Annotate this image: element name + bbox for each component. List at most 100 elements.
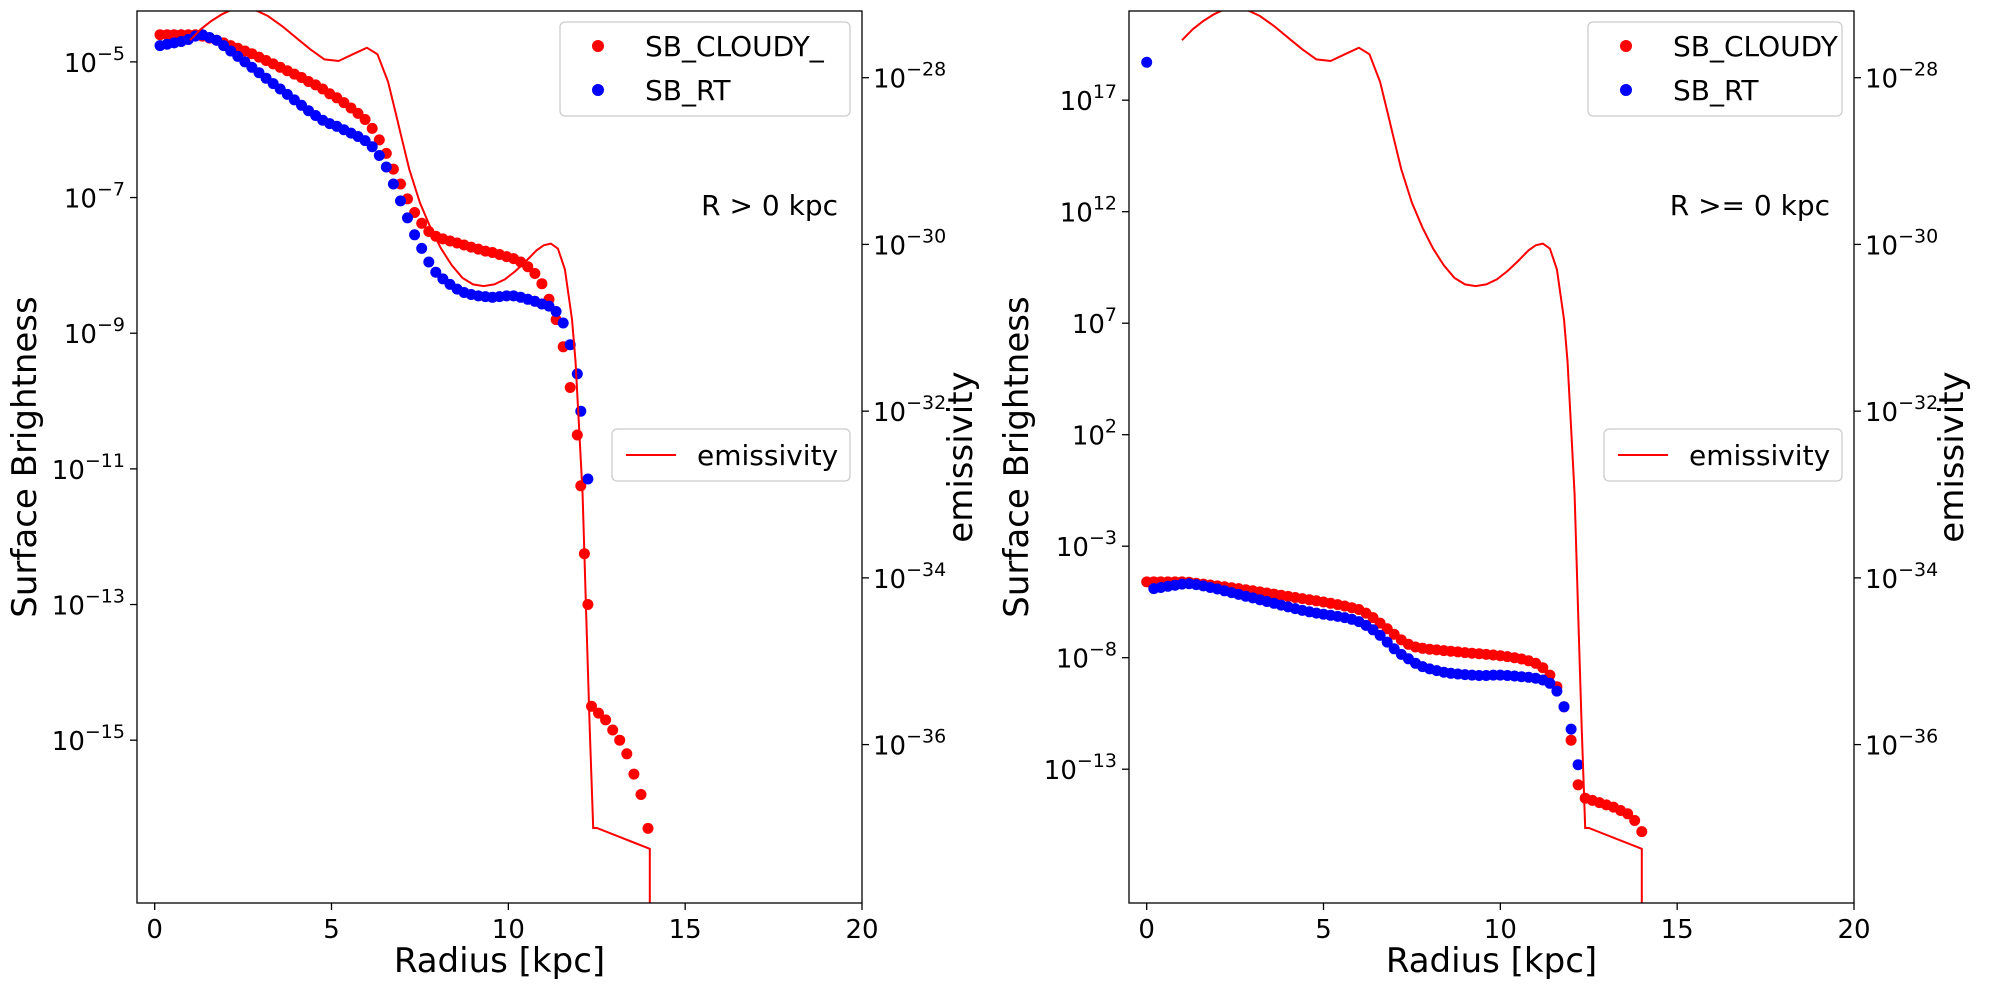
- y2-axis-label: emissivity: [1932, 371, 1972, 542]
- annotation-text: R > 0 kpc: [701, 189, 838, 222]
- y-tick-label: 10−13: [1044, 750, 1117, 786]
- data-point: [1537, 662, 1549, 674]
- data-point: [1565, 723, 1577, 735]
- legend-upper: SB_CLOUDY SB_RT: [1587, 21, 1843, 117]
- x-tick-label: 10: [492, 915, 525, 945]
- data-point: [423, 256, 435, 268]
- legend-upper-box: [559, 21, 851, 117]
- y-tick-label: 10−3: [1056, 527, 1117, 563]
- x-tick-label: 15: [1661, 915, 1694, 945]
- x-axis-label: Radius [kpc]: [394, 941, 605, 981]
- y-tick-label: 10−15: [52, 721, 125, 757]
- emissivity-line: [1181, 11, 1643, 903]
- data-point: [1381, 636, 1393, 648]
- data-point: [621, 748, 633, 760]
- data-point: [575, 405, 587, 417]
- annotation-text: R >= 0 kpc: [1670, 189, 1830, 222]
- y-tick-label: 10−7: [64, 179, 125, 215]
- y2-tick-label: 10−30: [873, 225, 946, 261]
- data-point: [607, 724, 619, 736]
- series-sb-cloudy: [1141, 576, 1648, 838]
- data-point: [1622, 808, 1634, 820]
- axes-frame: [1128, 10, 1855, 904]
- legend-lower-box: [611, 428, 851, 482]
- data-point: [430, 266, 442, 278]
- y-tick-label: 10−8: [1056, 639, 1117, 675]
- y2-tick-label: 10−32: [873, 392, 946, 428]
- x-tick-label: 15: [669, 915, 702, 945]
- data-point: [395, 195, 406, 207]
- data-point: [416, 242, 428, 254]
- data-point: [359, 114, 371, 125]
- subplot-1: 0 5 10 15 20 10−5 10−7 10−9 10−11 10−13 10−15 10−28…: [5, 10, 981, 981]
- y-tick-label: 1017: [1060, 81, 1117, 117]
- data-point: [635, 789, 647, 800]
- legend-lower-box: [1603, 428, 1843, 482]
- y2-tick-label: 10−28: [1865, 59, 1938, 95]
- data-point: [1544, 677, 1556, 689]
- data-point: [1374, 629, 1386, 641]
- y2-tick-label: 10−36: [873, 726, 946, 762]
- y2-tick-label: 10−30: [1865, 225, 1938, 261]
- data-point: [1565, 734, 1577, 746]
- y2-tick-label: 10−36: [1865, 726, 1938, 762]
- y2-tick-label: 10−32: [1865, 392, 1938, 428]
- data-point: [1572, 759, 1584, 771]
- data-point: [373, 150, 385, 161]
- y-tick-label: 10−11: [52, 450, 125, 486]
- legend-upper: SB_CLOUDY_ SB_RT: [559, 21, 851, 117]
- y2-tick-label: 10−28: [873, 59, 946, 95]
- legend-entry-label: emissivity: [697, 439, 838, 472]
- data-point: [571, 429, 583, 441]
- data-point: [642, 822, 654, 834]
- axes-frame: [136, 10, 863, 904]
- legend-entry-label: SB_RT: [645, 74, 731, 107]
- legend-lower: emissivity: [1603, 428, 1843, 482]
- data-point: [575, 480, 587, 492]
- data-point: [536, 278, 548, 290]
- x-axis-label: Radius [kpc]: [1386, 941, 1597, 981]
- legend-upper-box: [1587, 21, 1843, 117]
- data-point: [366, 122, 378, 134]
- data-point: [1141, 56, 1153, 68]
- data-point: [628, 768, 640, 780]
- data-point: [387, 178, 399, 190]
- data-point: [402, 212, 413, 224]
- y-tick-label: 10−5: [64, 43, 125, 79]
- data-point: [366, 141, 378, 153]
- legend-entry-label: emissivity: [1689, 439, 1830, 472]
- data-point: [550, 306, 562, 317]
- data-point: [600, 714, 612, 726]
- data-point: [557, 317, 569, 329]
- data-point: [529, 268, 541, 279]
- data-point: [1636, 826, 1648, 838]
- y2-tick-label: 10−34: [873, 559, 946, 595]
- data-point: [373, 134, 385, 146]
- data-point: [593, 707, 604, 719]
- legend-entry-label: SB_CLOUDY: [1673, 30, 1839, 63]
- x-tick-label: 20: [1837, 915, 1870, 945]
- series-sb-rt: [1141, 56, 1584, 771]
- y-tick-label: 10−9: [64, 314, 125, 350]
- legend-lower: emissivity: [611, 428, 851, 482]
- data-point: [582, 473, 594, 485]
- y-tick-label: 107: [1072, 304, 1117, 340]
- x-tick-label: 5: [1315, 915, 1332, 945]
- data-point: [582, 599, 594, 610]
- series-sb-rt: [154, 29, 594, 485]
- data-point: [1572, 779, 1584, 791]
- data-point: [380, 161, 392, 173]
- legend-marker: [592, 40, 604, 52]
- y2-tick-label: 10−34: [1865, 559, 1938, 595]
- legend-entry-label: SB_RT: [1673, 74, 1759, 107]
- emissivity-line: [189, 11, 651, 903]
- y-tick-label: 102: [1072, 416, 1117, 452]
- y-tick-label: 10−13: [52, 586, 125, 622]
- data-point: [1558, 701, 1570, 713]
- x-tick-label: 5: [323, 915, 340, 945]
- x-tick-label: 0: [146, 915, 163, 945]
- data-point: [1551, 685, 1563, 697]
- data-point: [416, 217, 428, 229]
- x-tick-label: 10: [1484, 915, 1517, 945]
- y2-axis-label: emissivity: [941, 371, 981, 542]
